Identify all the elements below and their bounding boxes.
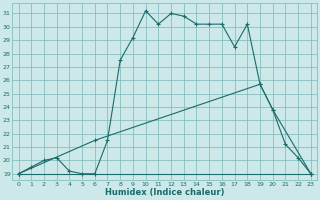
X-axis label: Humidex (Indice chaleur): Humidex (Indice chaleur) [105,188,224,197]
